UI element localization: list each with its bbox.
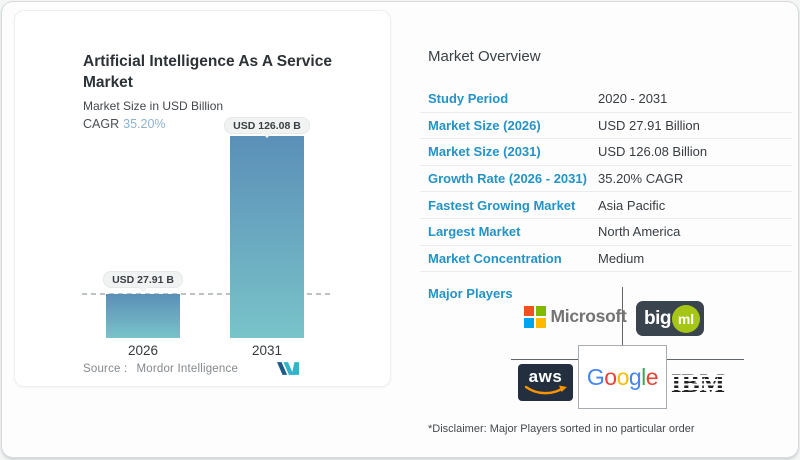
x-axis-label-2026: 2026 xyxy=(127,343,159,358)
overview-title: Market Overview xyxy=(428,48,541,65)
source-row: Source : Mordor Intelligence xyxy=(83,363,238,375)
google-letter: l xyxy=(641,363,646,390)
disclaimer-text: *Disclaimer: Major Players sorted in no … xyxy=(428,423,695,435)
bar-2026 xyxy=(106,294,180,338)
overview-table: Study Period 2020 - 2031 Market Size (20… xyxy=(420,86,792,273)
logo-cluster-vertical-divider xyxy=(622,287,623,345)
google-logo-box: Google xyxy=(578,345,667,409)
source-name: Mordor Intelligence xyxy=(136,363,239,375)
aws-wordmark: aws xyxy=(528,367,563,386)
google-letter: g xyxy=(628,363,642,390)
row-label: Market Size (2026) xyxy=(428,117,541,133)
reference-dashed-line xyxy=(82,293,330,295)
microsoft-squares-icon xyxy=(524,306,546,328)
table-row-study-period: Study Period 2020 - 2031 xyxy=(420,86,792,113)
data-label-2031: USD 126.08 B xyxy=(224,117,310,134)
bigml-wordmark-ml: ml xyxy=(677,310,695,327)
ibm-wordmark: IBM xyxy=(671,368,725,398)
row-value: USD 126.08 Billion xyxy=(598,144,708,160)
row-label: Study Period xyxy=(428,91,509,107)
chart-subtitle: Market Size in USD Billion xyxy=(83,99,224,113)
google-letter: G xyxy=(586,363,605,390)
row-value: Asia Pacific xyxy=(598,197,666,213)
row-value: 35.20% CAGR xyxy=(598,171,684,187)
google-wordmark: Google xyxy=(586,363,659,391)
table-row-market-size-2031: Market Size (2031) USD 126.08 Billion xyxy=(420,139,792,166)
x-axis-label-2031: 2031 xyxy=(251,343,283,358)
microsoft-wordmark: Microsoft xyxy=(550,306,627,327)
row-label: Fastest Growing Market xyxy=(428,197,576,213)
cagr-label: CAGR xyxy=(83,117,120,131)
table-row-market-concentration: Market Concentration Medium xyxy=(420,246,792,273)
row-value: 2020 - 2031 xyxy=(598,91,668,107)
ibm-logo: IBM xyxy=(671,370,725,397)
google-letter: o xyxy=(616,363,630,390)
table-row-fastest-growing-market: Fastest Growing Market Asia Pacific xyxy=(420,192,792,219)
mordor-intelligence-logo-icon xyxy=(277,362,299,380)
source-label: Source : xyxy=(83,363,128,375)
row-label: Market Size (2031) xyxy=(428,144,541,160)
row-value: North America xyxy=(598,224,681,240)
table-row-largest-market: Largest Market North America xyxy=(420,219,792,246)
cagr-line: CAGR 35.20% xyxy=(83,117,166,131)
aws-smile-icon xyxy=(524,385,567,395)
microsoft-logo: Microsoft xyxy=(524,306,627,328)
google-letter: o xyxy=(604,363,617,390)
cagr-value: 35.20% xyxy=(123,117,166,131)
bigml-circle-icon: ml xyxy=(672,304,700,333)
bigml-wordmark-big: big xyxy=(644,307,672,329)
major-players-label: Major Players xyxy=(428,286,513,301)
row-value: Medium xyxy=(598,250,645,266)
google-letter: e xyxy=(645,363,659,390)
bar-2031 xyxy=(230,136,304,338)
row-value: USD 27.91 Billion xyxy=(598,117,700,133)
market-size-chart-card: Artificial Intelligence As A Service Mar… xyxy=(14,10,391,387)
table-row-growth-rate: Growth Rate (2026 - 2031) 35.20% CAGR xyxy=(420,166,792,193)
row-label: Market Concentration xyxy=(428,250,562,266)
row-label: Largest Market xyxy=(428,224,521,240)
row-label: Growth Rate (2026 - 2031) xyxy=(428,171,587,187)
aws-logo: aws xyxy=(518,364,573,401)
chart-title: Artificial Intelligence As A Service Mar… xyxy=(83,53,332,91)
market-overview-panel: Market Overview Study Period 2020 - 2031… xyxy=(412,2,794,457)
bigml-logo: big ml xyxy=(636,301,704,336)
table-row-market-size-2026: Market Size (2026) USD 27.91 Billion xyxy=(420,113,792,140)
data-label-2026: USD 27.91 B xyxy=(103,271,183,288)
